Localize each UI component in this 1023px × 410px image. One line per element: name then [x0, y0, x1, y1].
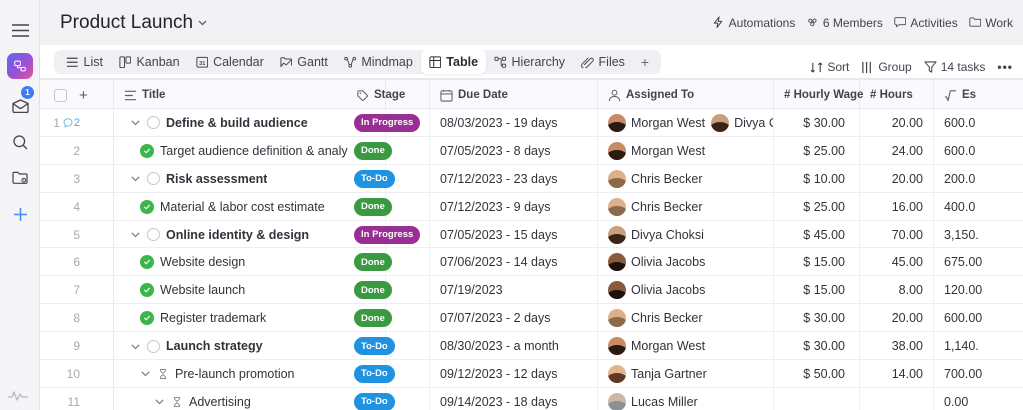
- svg-text:31: 31: [199, 61, 205, 67]
